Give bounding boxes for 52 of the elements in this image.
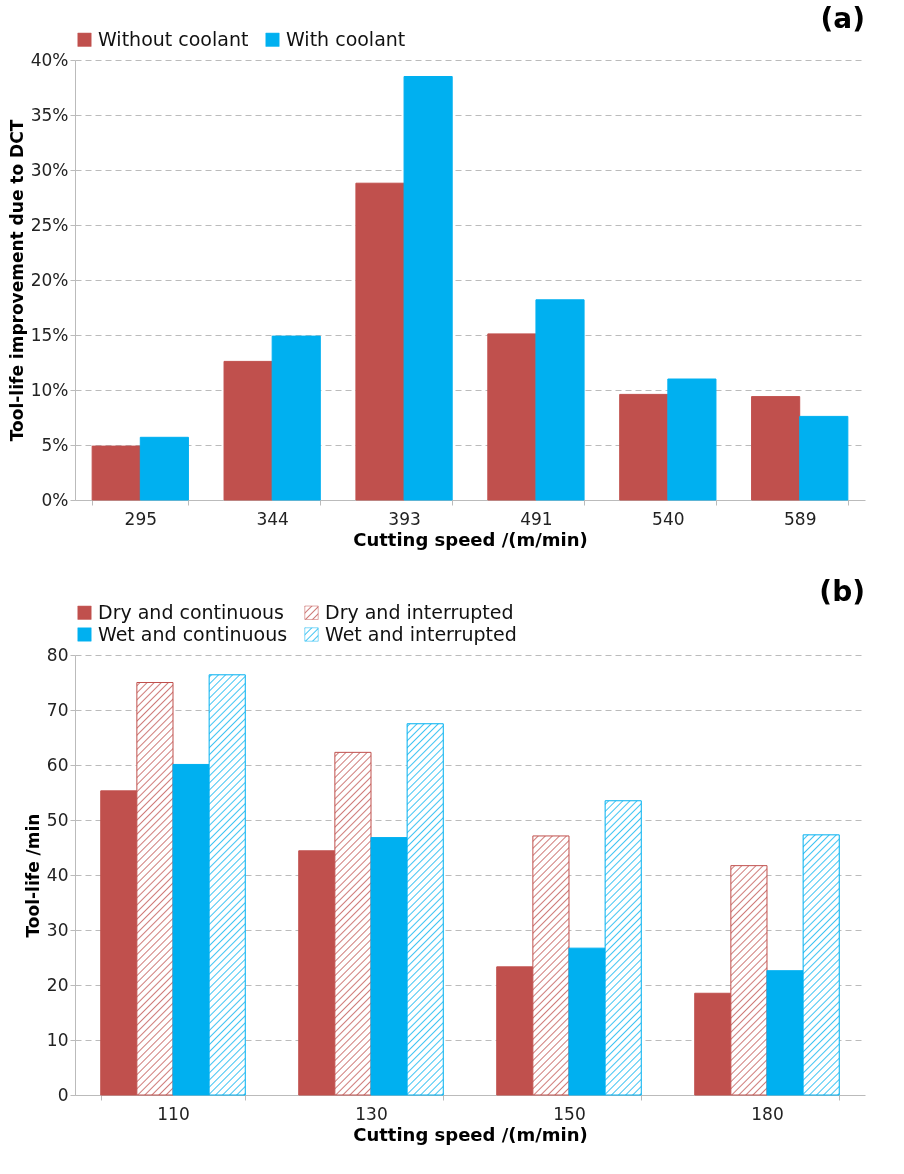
y-tick-label: 20%	[30, 269, 69, 290]
x-tick-label: 393	[388, 508, 421, 529]
x-tick-label: 589	[783, 508, 817, 529]
y-tick-label: 0	[57, 1084, 69, 1105]
bar	[799, 415, 849, 501]
x-axis-title: Cutting speed /(m/min)	[353, 1123, 588, 1145]
x-tick-label: 130	[355, 1103, 388, 1124]
bar	[91, 445, 141, 501]
legend-label: Wet and interrupted	[325, 622, 517, 645]
bar	[751, 396, 801, 501]
y-axis-title: Tool-life /min	[22, 813, 43, 938]
bar	[619, 393, 669, 501]
x-tick-label: 540	[652, 508, 685, 529]
y-tick-label: 40%	[30, 49, 69, 70]
bar	[223, 360, 273, 501]
bar	[139, 436, 189, 501]
x-tick-label: 295	[124, 508, 158, 529]
x-tick-label: 110	[157, 1103, 190, 1124]
y-tick-label: 60	[46, 754, 69, 775]
legend-label: Without coolant	[98, 27, 249, 50]
bar	[271, 335, 321, 501]
bar	[487, 333, 537, 501]
y-tick-label: 30	[46, 919, 69, 940]
y-tick-label: 40	[46, 864, 69, 885]
x-tick-label: 180	[751, 1103, 784, 1124]
y-tick-label: 10	[46, 1029, 69, 1050]
y-tick-label: 20	[46, 974, 69, 995]
y-tick-label: 35%	[30, 104, 69, 125]
x-tick-label: 491	[520, 508, 553, 529]
y-tick-label: 0%	[41, 489, 69, 510]
y-tick-label: 50	[46, 809, 69, 830]
y-tick-label: 30%	[30, 159, 69, 180]
x-tick-label: 150	[553, 1103, 586, 1124]
legend-label: Dry and interrupted	[325, 600, 514, 623]
y-tick-label: 10%	[30, 379, 69, 400]
x-axis-title: Cutting speed /(m/min)	[353, 528, 588, 550]
y-axis-title: Tool-life improvement due to DCT	[6, 119, 27, 442]
text: (b)	[819, 575, 865, 608]
x-tick-label: 344	[256, 508, 289, 529]
bar	[667, 378, 717, 501]
y-tick-label: 5%	[41, 434, 69, 455]
legend-label: Wet and continuous	[98, 622, 288, 645]
y-tick-label: 15%	[30, 324, 69, 345]
bar	[535, 299, 585, 501]
bar	[403, 76, 453, 501]
y-tick-label: 25%	[30, 214, 69, 235]
text: (a)	[820, 2, 865, 35]
legend-label: With coolant	[286, 27, 406, 50]
legend-label: Dry and continuous	[98, 600, 285, 623]
y-tick-label: 80	[46, 644, 69, 665]
y-tick-label: 70	[46, 699, 69, 720]
bar	[355, 182, 405, 501]
